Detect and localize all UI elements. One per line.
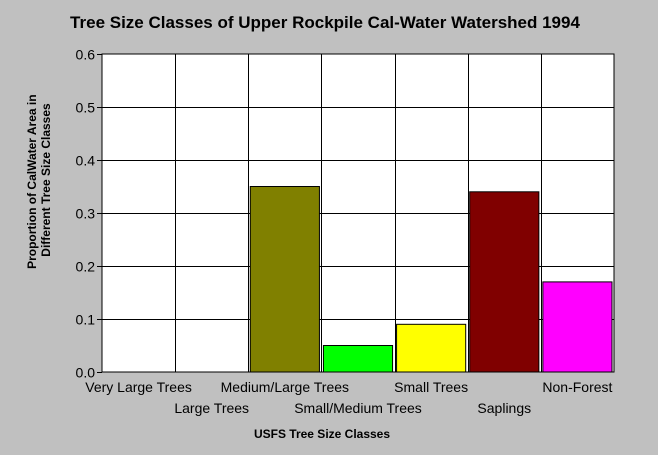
bar-non-forest — [542, 281, 613, 373]
y-tick-label: 0.2 — [76, 259, 96, 275]
x-tick-label: Saplings — [477, 400, 531, 416]
y-tick-label: 0.5 — [76, 100, 96, 116]
bar-small-trees — [396, 323, 467, 373]
x-axis-ticks: Very Large Trees Large Trees Medium/Large … — [85, 379, 612, 416]
y-tick-label: 0.4 — [76, 153, 96, 169]
x-axis-title: USFS Tree Size Classes — [254, 427, 390, 441]
x-tick-label: Non-Forest — [542, 379, 612, 395]
y-tick-label: 0.6 — [76, 47, 96, 63]
y-tick-label: 0.0 — [76, 365, 96, 381]
grid-lines — [102, 54, 614, 372]
bar-small-medium-trees — [322, 345, 394, 373]
bar-medium-large-trees — [249, 186, 320, 373]
x-tick-label: Large Trees — [174, 400, 249, 416]
y-tick-label: 0.3 — [76, 206, 96, 222]
y-axis-title-line-2: Different Tree Size Classes — [39, 103, 53, 257]
y-axis-ticks: 0.0 0.1 0.2 0.3 0.4 0.5 0.6 — [76, 47, 102, 381]
bar-saplings — [469, 191, 540, 373]
x-tick-label: Small/Medium Trees — [294, 400, 422, 416]
y-axis-title: Proportion of CalWater Area in Different… — [25, 91, 53, 269]
x-tick-label: Medium/Large Trees — [221, 379, 349, 395]
chart-title: Tree Size Classes of Upper Rockpile Cal-… — [70, 13, 580, 32]
x-tick-label: Small Trees — [394, 379, 468, 395]
y-tick-label: 0.1 — [76, 312, 96, 328]
bars — [249, 186, 613, 373]
x-tick-label: Very Large Trees — [85, 379, 192, 395]
y-axis-title-line-1: Proportion of CalWater Area in — [25, 94, 39, 268]
